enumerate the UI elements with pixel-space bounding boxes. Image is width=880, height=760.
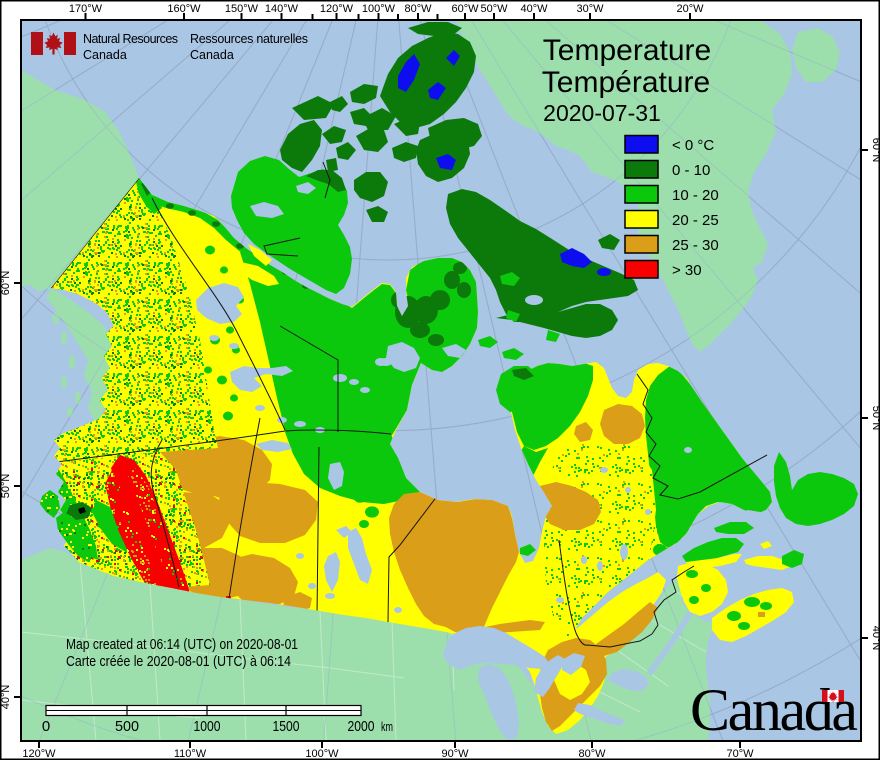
- svg-text:Carte créée le 2020-08-01 (UTC: Carte créée le 2020-08-01 (UTC) à 06:14: [66, 654, 291, 670]
- svg-text:km: km: [381, 719, 393, 734]
- svg-text:50°W: 50°W: [480, 3, 508, 15]
- svg-text:70°W: 70°W: [726, 748, 754, 760]
- svg-text:60°N: 60°N: [0, 271, 12, 296]
- svg-text:Canada: Canada: [690, 677, 858, 743]
- svg-text:100°W: 100°W: [362, 3, 396, 15]
- svg-text:2000: 2000: [348, 718, 375, 735]
- svg-text:20°W: 20°W: [676, 3, 704, 15]
- svg-text:Canada: Canada: [83, 48, 127, 62]
- svg-text:Température: Température: [542, 66, 710, 99]
- svg-text:Ressources naturelles: Ressources naturelles: [190, 32, 308, 46]
- svg-text:80°W: 80°W: [404, 3, 432, 15]
- svg-text:10 - 20: 10 - 20: [672, 187, 719, 204]
- svg-text:Temperature: Temperature: [543, 34, 711, 67]
- svg-text:> 30: > 30: [672, 262, 702, 279]
- svg-text:0 - 10: 0 - 10: [672, 162, 710, 179]
- svg-text:150°W: 150°W: [225, 3, 259, 15]
- svg-text:110°W: 110°W: [174, 748, 207, 760]
- svg-text:Map created at 06:14 (UTC) on: Map created at 06:14 (UTC) on 2020-08-01: [66, 637, 298, 653]
- svg-text:2020-07-31: 2020-07-31: [543, 100, 661, 126]
- svg-text:1000: 1000: [194, 718, 221, 735]
- svg-text:30°W: 30°W: [576, 3, 604, 15]
- svg-text:1500: 1500: [273, 718, 300, 735]
- svg-text:< 0 °C: < 0 °C: [672, 137, 714, 154]
- svg-text:20 - 25: 20 - 25: [672, 212, 719, 229]
- svg-text:60°W: 60°W: [451, 3, 479, 15]
- svg-text:170°W: 170°W: [69, 3, 103, 15]
- svg-text:25 - 30: 25 - 30: [672, 237, 719, 254]
- svg-text:120°W: 120°W: [22, 748, 56, 760]
- svg-text:120°W: 120°W: [320, 3, 354, 15]
- svg-text:50°N: 50°N: [0, 474, 12, 499]
- svg-text:140°W: 140°W: [265, 3, 299, 15]
- svg-text:40°N: 40°N: [870, 626, 880, 651]
- svg-text:500: 500: [115, 718, 139, 735]
- svg-text:80°W: 80°W: [578, 748, 606, 760]
- svg-text:40°N: 40°N: [0, 685, 12, 710]
- svg-text:Canada: Canada: [190, 48, 234, 62]
- svg-text:40°W: 40°W: [520, 3, 548, 15]
- svg-text:60°N: 60°N: [870, 138, 880, 163]
- svg-text:100°W: 100°W: [305, 748, 339, 760]
- svg-text:160°W: 160°W: [167, 3, 201, 15]
- svg-text:50°N: 50°N: [870, 406, 880, 431]
- svg-text:0: 0: [42, 718, 50, 735]
- svg-text:Natural Resources: Natural Resources: [83, 32, 178, 46]
- svg-text:90°W: 90°W: [441, 748, 469, 760]
